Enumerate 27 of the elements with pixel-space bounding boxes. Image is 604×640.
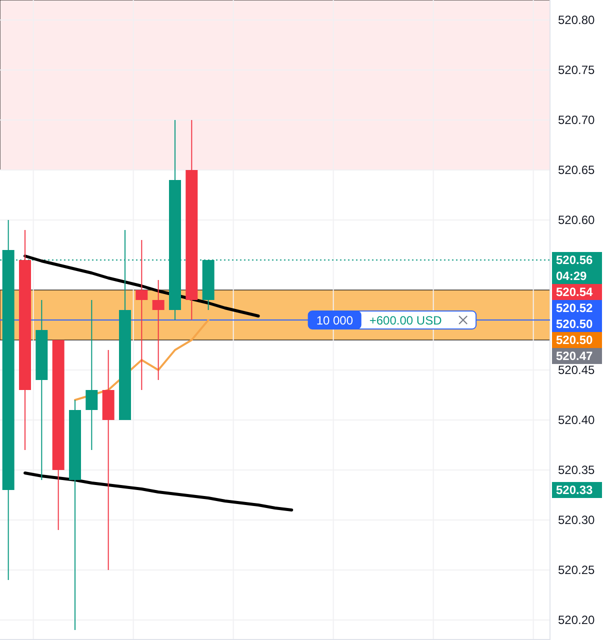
text: 520.54 <box>556 285 594 299</box>
candlestick <box>136 240 148 390</box>
ref-line-label: 520.56 <box>556 253 594 267</box>
line-series <box>24 472 294 512</box>
text: 04:29 <box>556 269 588 283</box>
candlestick <box>152 280 164 380</box>
line-series <box>74 319 210 401</box>
text: 520.50 <box>556 333 594 347</box>
y-tick-label: 520.20 <box>558 612 596 627</box>
y-tick-label: 520.80 <box>558 12 596 27</box>
y-tick-label: 520.70 <box>558 112 596 127</box>
text: 520.33 <box>556 483 594 497</box>
annotation: +600.00 USD <box>369 314 442 328</box>
text: 520.47 <box>556 349 594 363</box>
y-tick-label: 520.75 <box>558 62 596 77</box>
annotation: 10 000 <box>316 314 354 328</box>
candlestick <box>86 300 98 450</box>
y-tick-label: 520.65 <box>558 162 596 177</box>
y-tick-label: 520.45 <box>558 362 596 377</box>
order-label: 10 000 +600.00 USD <box>308 310 477 330</box>
text: 520.52 <box>556 301 594 315</box>
y-tick-label: 520.60 <box>558 212 596 227</box>
y-tick-label: 520.35 <box>558 462 596 477</box>
y-tick-label: 520.40 <box>558 412 596 427</box>
y-tick-label: 520.25 <box>558 562 596 577</box>
ref-line-label: 520.50 <box>556 317 594 331</box>
y-tick-label: 520.30 <box>558 512 596 527</box>
